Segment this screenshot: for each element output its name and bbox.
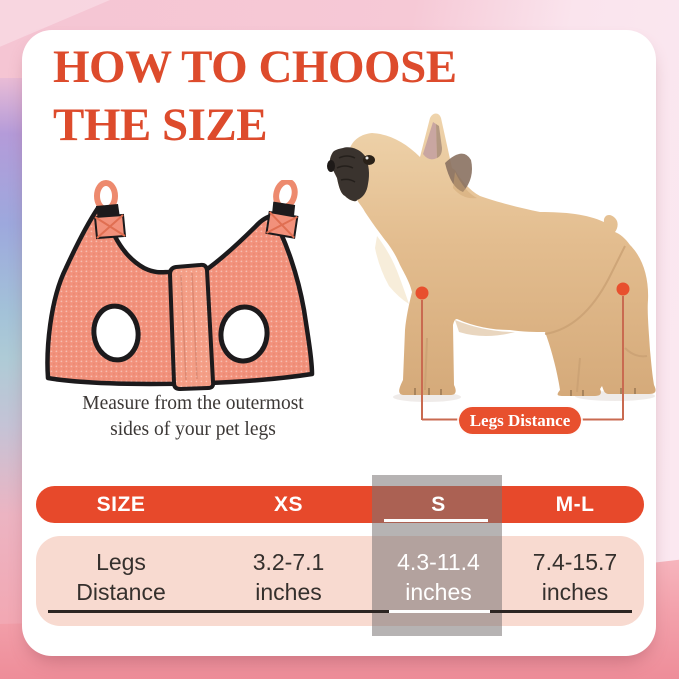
- harness-center-strap: [168, 262, 216, 391]
- value-cell-ml: 7.4-15.7 inches: [532, 549, 618, 605]
- dog-inner-ear: [423, 122, 437, 160]
- page-title-line2: THE SIZE: [53, 99, 268, 151]
- muzzle-wrinkles: [336, 155, 356, 183]
- header-cell-xs: XS: [273, 492, 303, 516]
- strap-stitching: [180, 272, 198, 381]
- value-cell-s-highlighted: 4.3-11.4 inches: [397, 549, 480, 605]
- harness-leg-hole-left: [91, 303, 141, 363]
- harness-loop-left: [93, 180, 127, 240]
- size-table-header: SIZE XS S M-L: [36, 486, 644, 523]
- dog-muzzle-mask: [329, 147, 369, 202]
- harness-svg: [45, 178, 315, 391]
- value-cell-xs: 3.2-7.1 inches: [252, 549, 325, 605]
- highlight-band-size-s: [372, 475, 502, 636]
- harness-leg-hole-right: [218, 304, 270, 364]
- dog-chest-patch: [375, 236, 409, 304]
- row-underline-dark: [48, 610, 632, 613]
- legs-distance-badge: Legs Distance: [459, 407, 581, 434]
- measure-instruction-line2: sides of your pet legs: [110, 419, 276, 440]
- measure-instruction: Measure from the outermost sides of your…: [32, 391, 354, 443]
- size-table-row-legs-distance: Legs Distance 3.2-7.1 inches 4.3-11.4 in…: [36, 536, 644, 626]
- harness-illustration: [40, 178, 320, 395]
- page-title: HOW TO CHOOSE THE SIZE: [53, 38, 457, 154]
- page-title-line1: HOW TO CHOOSE: [53, 41, 457, 93]
- dog-eye: [363, 155, 375, 165]
- s-header-underline: [384, 519, 488, 522]
- dog-svg: [327, 113, 656, 402]
- row-label-cell: Legs Distance: [76, 549, 166, 605]
- header-cell-ml: M-L: [555, 492, 595, 516]
- eye-glint: [365, 156, 369, 160]
- measure-instruction-line1: Measure from the outermost: [82, 393, 304, 414]
- dog-far-ear: [445, 153, 472, 192]
- neck-shadow: [453, 172, 477, 199]
- dog-photo: [325, 108, 665, 408]
- dog-inner-ear-shadow: [436, 124, 442, 158]
- row-underline-white-segment: [389, 610, 490, 613]
- header-cell-size: SIZE: [96, 492, 146, 516]
- legs-distance-label: Legs Distance: [469, 410, 571, 430]
- harness-loop-right: [265, 178, 299, 239]
- dog-nose: [327, 160, 335, 172]
- header-cell-s: S: [431, 492, 446, 516]
